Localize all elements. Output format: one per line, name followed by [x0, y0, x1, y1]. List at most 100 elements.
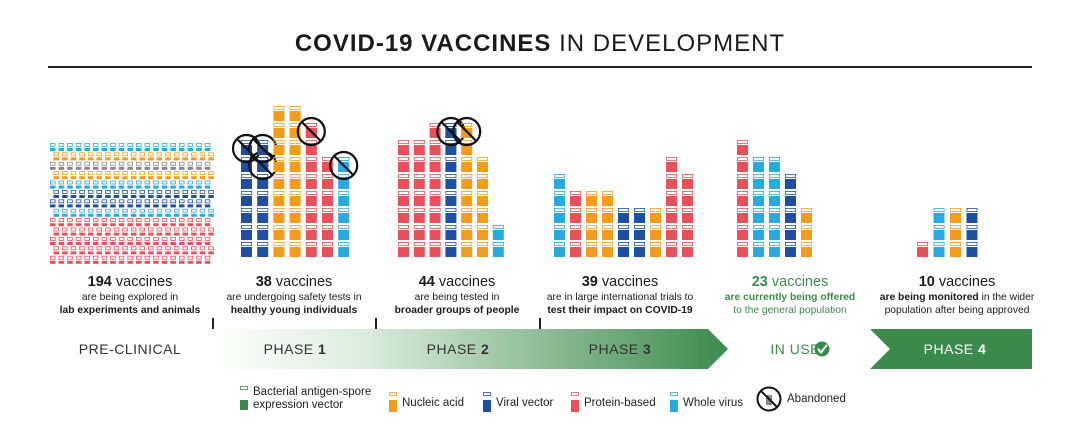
phase-column-group	[554, 156, 694, 257]
preclinical-vial	[153, 180, 159, 189]
progress-arrow	[212, 329, 728, 369]
preclinical-vial	[165, 189, 171, 198]
preclinical-vial	[58, 142, 65, 151]
preclinical-vial	[204, 218, 211, 227]
legend-swatch-viral	[483, 392, 491, 412]
preclinical-vial	[105, 152, 111, 161]
phase-vial	[476, 207, 488, 223]
preclinical-vial	[50, 161, 56, 170]
preclinical-vial	[182, 227, 188, 236]
phase-vial	[966, 224, 978, 240]
phase-vial	[461, 241, 473, 257]
preclinical-vial	[187, 255, 194, 264]
preclinical-vial	[208, 227, 214, 236]
preclinical-vial	[84, 180, 90, 189]
phase-vial	[554, 241, 566, 257]
preclinical-vial	[199, 227, 206, 236]
phase-vial	[737, 224, 749, 240]
phase-vial	[737, 241, 749, 257]
preclinical-vial	[87, 189, 94, 198]
legend-swatch-whole	[670, 392, 678, 412]
phase-vial	[240, 190, 252, 206]
phase-vial	[737, 139, 749, 155]
legend-swatch-nucleic	[389, 392, 397, 412]
phase-vial	[397, 224, 409, 240]
phase-vial	[305, 224, 317, 240]
phase-vial	[289, 241, 301, 257]
preclinical-vial	[101, 180, 108, 189]
phase-vial	[737, 156, 749, 172]
phase-vial	[801, 224, 813, 240]
preclinical-vial	[62, 246, 68, 255]
preclinical-vial	[93, 236, 99, 245]
phase-column-group	[737, 139, 813, 257]
legend-protein: Protein-based	[571, 392, 656, 412]
preclinical-vial	[53, 227, 60, 236]
preclinical-vial	[84, 218, 90, 227]
phase-vial	[492, 241, 504, 257]
preclinical-vial	[173, 246, 180, 255]
preclinical-vial	[84, 236, 90, 245]
preclinical-vial	[96, 152, 103, 161]
preclinical-vial	[208, 171, 214, 180]
phase-vial	[289, 156, 301, 172]
phase-vial	[413, 207, 425, 223]
preclinical-vial	[75, 199, 82, 208]
phase-vial	[321, 173, 333, 189]
phase-column-group	[917, 207, 978, 257]
preclinical-vial	[153, 142, 159, 151]
preclinical-vial	[156, 171, 163, 180]
phase-vial	[397, 207, 409, 223]
stage-phase3: 39 vaccines are in large international t…	[546, 274, 694, 316]
phase-vial	[273, 173, 285, 189]
phase-vial	[445, 156, 457, 172]
phase-vial	[445, 139, 457, 155]
preclinical-vial	[204, 199, 211, 208]
preclinical-vial	[70, 171, 77, 180]
preclinical-vial	[148, 208, 154, 217]
phase-vial	[586, 190, 598, 206]
preclinical-vial	[204, 180, 211, 189]
phase-vial	[305, 241, 317, 257]
preclinical-vial	[50, 255, 56, 264]
preclinical-vial	[79, 246, 85, 255]
phase-vial	[769, 190, 781, 206]
preclinical-vial	[196, 142, 202, 151]
preclinical-vial	[182, 189, 188, 198]
preclinical-vial	[75, 218, 82, 227]
stage-preclinical: 194 vaccines are being explored in lab ex…	[59, 274, 201, 316]
phase-vial	[634, 241, 646, 257]
preclinical-vial	[139, 208, 145, 217]
preclinical-vial	[118, 218, 125, 227]
preclinical-vial	[208, 208, 214, 217]
preclinical-vial	[191, 189, 197, 198]
preclinical-vial	[50, 236, 56, 245]
preclinical-vial	[170, 161, 176, 170]
preclinical-vial	[130, 246, 137, 255]
preclinical-vial	[170, 218, 176, 227]
preclinical-vial	[93, 255, 99, 264]
preclinical-vial	[178, 218, 185, 227]
phase-vial	[289, 106, 301, 121]
preclinical-vial	[196, 161, 202, 170]
preclinical-vial	[79, 208, 85, 217]
preclinical-vial	[178, 161, 185, 170]
phase-vial	[429, 156, 441, 172]
preclinical-vial	[67, 180, 73, 189]
preclinical-vial	[75, 142, 82, 151]
preclinical-vial	[191, 246, 197, 255]
preclinical-vial	[62, 189, 68, 198]
preclinical-vial	[58, 199, 65, 208]
phase-vial	[666, 156, 678, 172]
phase-vial	[769, 207, 781, 223]
preclinical-vial	[156, 246, 163, 255]
preclinical-vial	[110, 180, 116, 189]
preclinical-vial	[182, 246, 188, 255]
preclinical-vial	[144, 236, 151, 245]
preclinical-vial	[130, 208, 137, 217]
phase-vial	[586, 224, 598, 240]
preclinical-vial	[196, 255, 202, 264]
preclinical-vial	[110, 199, 116, 208]
preclinical-vial	[58, 180, 65, 189]
phase-vial	[634, 224, 646, 240]
